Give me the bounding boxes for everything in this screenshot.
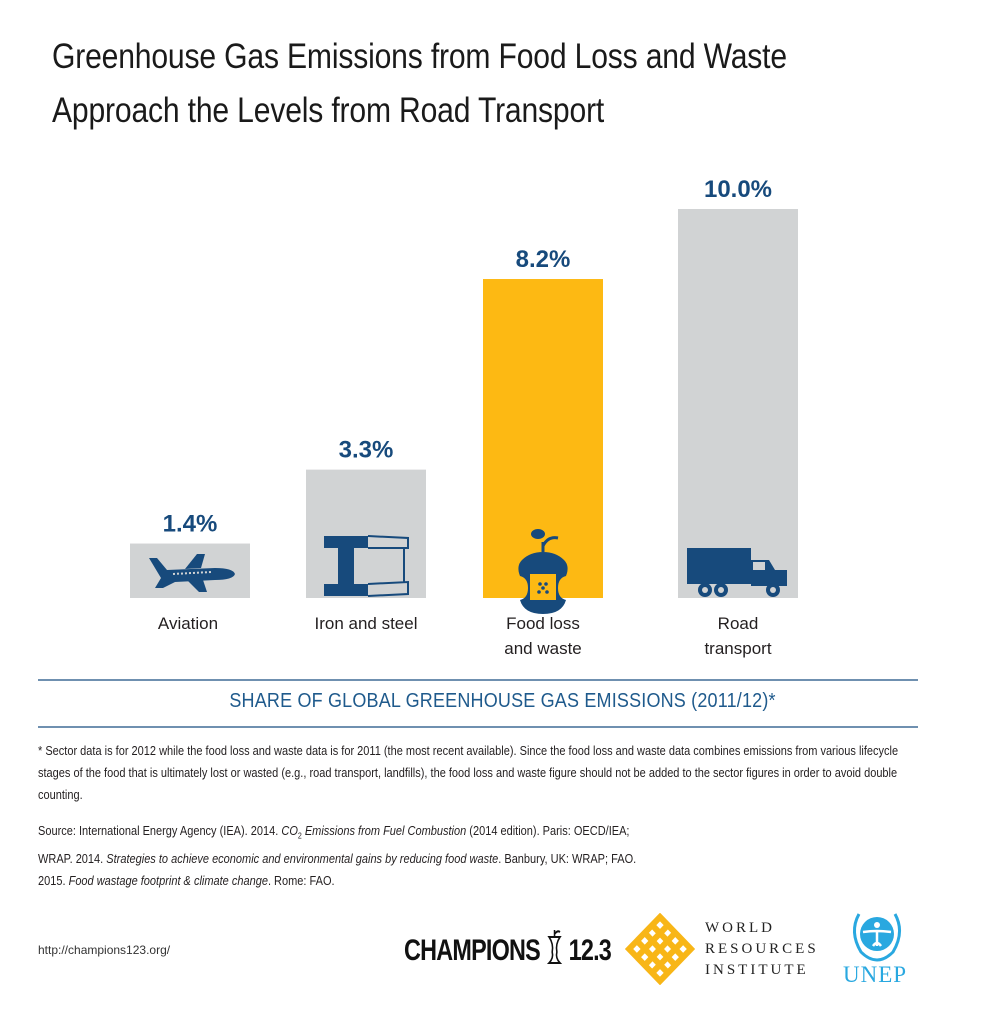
wri-line: RESOURCES — [705, 941, 819, 957]
airplane-icon — [149, 554, 235, 592]
wri-line: WORLD — [705, 920, 775, 936]
bar-value-label: 10.0% — [704, 176, 772, 203]
subtitle-rule-bottom — [38, 726, 918, 728]
title-line-1: Greenhouse Gas Emissions from Food Loss … — [52, 37, 787, 76]
apple-core-icon — [518, 529, 568, 614]
truck-icon — [687, 548, 787, 597]
category-label: transport — [704, 639, 771, 658]
wri-logo-icon — [625, 913, 695, 985]
bar-value-label: 3.3% — [339, 437, 394, 464]
source-citation: Source: International Energy Agency (IEA… — [38, 820, 738, 892]
subtitle-rule-top — [38, 679, 918, 681]
source-text: Source: International Energy Agency (IEA… — [38, 824, 282, 838]
bar-value-label: 1.4% — [163, 511, 218, 538]
chart-title: Greenhouse Gas Emissions from Food Loss … — [52, 30, 826, 138]
bar-value-label: 8.2% — [516, 246, 571, 273]
category-label: Road — [718, 614, 759, 633]
unep-wordmark: UNEP — [843, 962, 908, 987]
source-text: . Rome: FAO. — [267, 873, 335, 888]
subscript-2: 2 — [297, 831, 302, 841]
title-line-2: Approach the Levels from Road Transport — [52, 91, 605, 130]
source-title-wrap: Strategies to achieve economic and envir… — [106, 851, 499, 866]
champions-number: 12.3 — [568, 934, 612, 967]
x-axis-title-text: SHARE OF GLOBAL GREENHOUSE GAS EMISSIONS… — [229, 690, 777, 712]
x-axis-title: SHARE OF GLOBAL GREENHOUSE GAS EMISSIONS… — [0, 690, 1006, 713]
category-label: Food loss — [506, 614, 580, 633]
bar-iron-and-steel — [306, 469, 426, 598]
source-text: (2014 edition). Paris: OECD/IEA; WRAP. 2… — [38, 824, 630, 866]
unep-emblem-icon — [853, 913, 901, 962]
footnote-text: * Sector data is for 2012 while the food… — [38, 744, 899, 802]
source-text: . Banbury, UK: WRAP; FAO. 2015. — [38, 851, 637, 888]
footnote: * Sector data is for 2012 while the food… — [38, 740, 918, 806]
category-label: and waste — [504, 639, 582, 658]
champions-logo: CHAMPIONS 12.3 — [404, 928, 612, 968]
steel-beam-icon — [324, 535, 409, 597]
website-link[interactable]: http://champions123.org/ — [38, 943, 171, 957]
category-label: Iron and steel — [314, 614, 417, 633]
category-label: Aviation — [158, 614, 218, 633]
source-title-fao: Food wastage footprint & climate change — [68, 873, 268, 888]
wri-wordmark: WORLD RESOURCES INSTITUTE — [705, 918, 819, 981]
source-title-iea: Emissions from Fuel Combustion — [301, 824, 467, 838]
bar-road-transport — [678, 209, 798, 598]
source-title-co2: CO — [281, 824, 298, 838]
wri-line: INSTITUTE — [705, 962, 809, 978]
bar-chart: 1.4% Aviation 3.3% Iron and steel 8.2% Food l… — [130, 176, 798, 658]
apple-core-logo-icon — [546, 928, 563, 968]
champions-wordmark: CHAMPIONS — [404, 934, 541, 967]
